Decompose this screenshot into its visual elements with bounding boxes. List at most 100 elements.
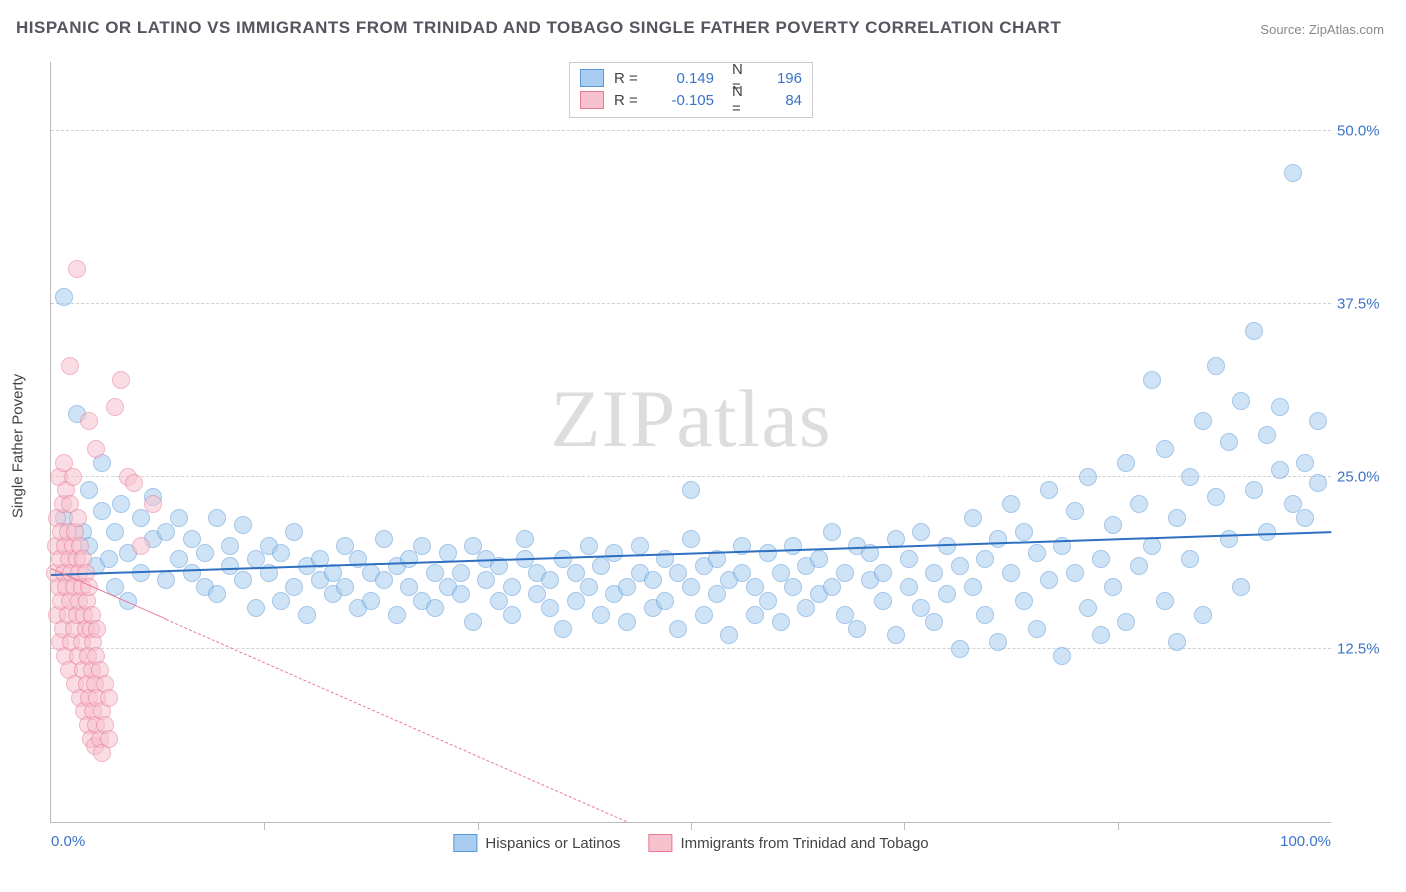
source-label: Source: xyxy=(1260,22,1305,37)
data-point xyxy=(1194,412,1212,430)
data-point xyxy=(298,606,316,624)
r-label: R = xyxy=(614,70,650,87)
n-value: 196 xyxy=(762,70,802,87)
data-point xyxy=(1066,564,1084,582)
scatter-plot-area: ZIPatlas R =0.149N =196R =-0.105N =84 Hi… xyxy=(50,62,1331,823)
gridline-h xyxy=(51,130,1331,131)
data-point xyxy=(247,599,265,617)
data-point xyxy=(823,578,841,596)
data-point xyxy=(720,626,738,644)
data-point xyxy=(1066,502,1084,520)
data-point xyxy=(68,260,86,278)
data-point xyxy=(1053,647,1071,665)
data-point xyxy=(285,578,303,596)
data-point xyxy=(1194,606,1212,624)
data-point xyxy=(554,620,572,638)
y-tick-label: 50.0% xyxy=(1337,123,1397,140)
data-point xyxy=(772,613,790,631)
data-point xyxy=(272,544,290,562)
data-point xyxy=(208,585,226,603)
x-tick-mark xyxy=(904,822,905,830)
data-point xyxy=(1104,516,1122,534)
data-point xyxy=(541,599,559,617)
data-point xyxy=(69,509,87,527)
x-tick-mark xyxy=(1118,822,1119,830)
data-point xyxy=(234,516,252,534)
n-label: N = xyxy=(732,83,752,117)
data-point xyxy=(413,537,431,555)
legend-label: Hispanics or Latinos xyxy=(485,835,620,852)
data-point xyxy=(1309,412,1327,430)
data-point xyxy=(989,633,1007,651)
data-point xyxy=(592,557,610,575)
r-value: -0.105 xyxy=(660,92,714,109)
y-tick-label: 12.5% xyxy=(1337,641,1397,658)
data-point xyxy=(208,509,226,527)
watermark-logo: ZIPatlas xyxy=(550,372,831,466)
data-point xyxy=(836,564,854,582)
data-point xyxy=(426,599,444,617)
data-point xyxy=(157,571,175,589)
data-point xyxy=(580,578,598,596)
data-point xyxy=(1168,633,1186,651)
data-point xyxy=(1028,544,1046,562)
data-point xyxy=(400,550,418,568)
data-point xyxy=(1258,426,1276,444)
data-point xyxy=(784,578,802,596)
data-point xyxy=(1028,620,1046,638)
data-point xyxy=(1015,592,1033,610)
data-point xyxy=(112,371,130,389)
data-point xyxy=(1015,523,1033,541)
data-point xyxy=(1271,398,1289,416)
data-point xyxy=(503,606,521,624)
data-point xyxy=(464,613,482,631)
data-point xyxy=(1002,564,1020,582)
data-point xyxy=(951,640,969,658)
data-point xyxy=(1245,481,1263,499)
x-tick-label: 100.0% xyxy=(1280,833,1331,850)
data-point xyxy=(900,578,918,596)
data-point xyxy=(1296,454,1314,472)
legend-swatch xyxy=(580,91,604,109)
chart-title: HISPANIC OR LATINO VS IMMIGRANTS FROM TR… xyxy=(16,18,1061,38)
data-point xyxy=(708,585,726,603)
data-point xyxy=(746,606,764,624)
data-point xyxy=(93,502,111,520)
correlation-legend-box: R =0.149N =196R =-0.105N =84 xyxy=(569,62,813,118)
data-point xyxy=(452,585,470,603)
data-point xyxy=(1117,454,1135,472)
data-point xyxy=(100,730,118,748)
data-point xyxy=(1156,440,1174,458)
data-point xyxy=(439,544,457,562)
data-point xyxy=(887,626,905,644)
data-point xyxy=(55,288,73,306)
data-point xyxy=(1130,557,1148,575)
data-point xyxy=(1143,371,1161,389)
data-point xyxy=(1130,495,1148,513)
data-point xyxy=(580,537,598,555)
legend-swatch xyxy=(648,834,672,852)
data-point xyxy=(80,481,98,499)
data-point xyxy=(1284,164,1302,182)
data-point xyxy=(925,564,943,582)
data-point xyxy=(336,578,354,596)
gridline-h xyxy=(51,648,1331,649)
data-point xyxy=(695,606,713,624)
data-point xyxy=(1220,530,1238,548)
data-point xyxy=(157,523,175,541)
y-axis-label: Single Father Poverty xyxy=(10,374,27,518)
data-point xyxy=(874,592,892,610)
data-point xyxy=(285,523,303,541)
data-point xyxy=(1156,592,1174,610)
data-point xyxy=(503,578,521,596)
data-point xyxy=(823,523,841,541)
r-label: R = xyxy=(614,92,650,109)
data-point xyxy=(1258,523,1276,541)
data-point xyxy=(106,523,124,541)
data-point xyxy=(1002,495,1020,513)
data-point xyxy=(567,592,585,610)
data-point xyxy=(951,557,969,575)
data-point xyxy=(1181,550,1199,568)
y-tick-label: 25.0% xyxy=(1337,468,1397,485)
data-point xyxy=(1040,571,1058,589)
